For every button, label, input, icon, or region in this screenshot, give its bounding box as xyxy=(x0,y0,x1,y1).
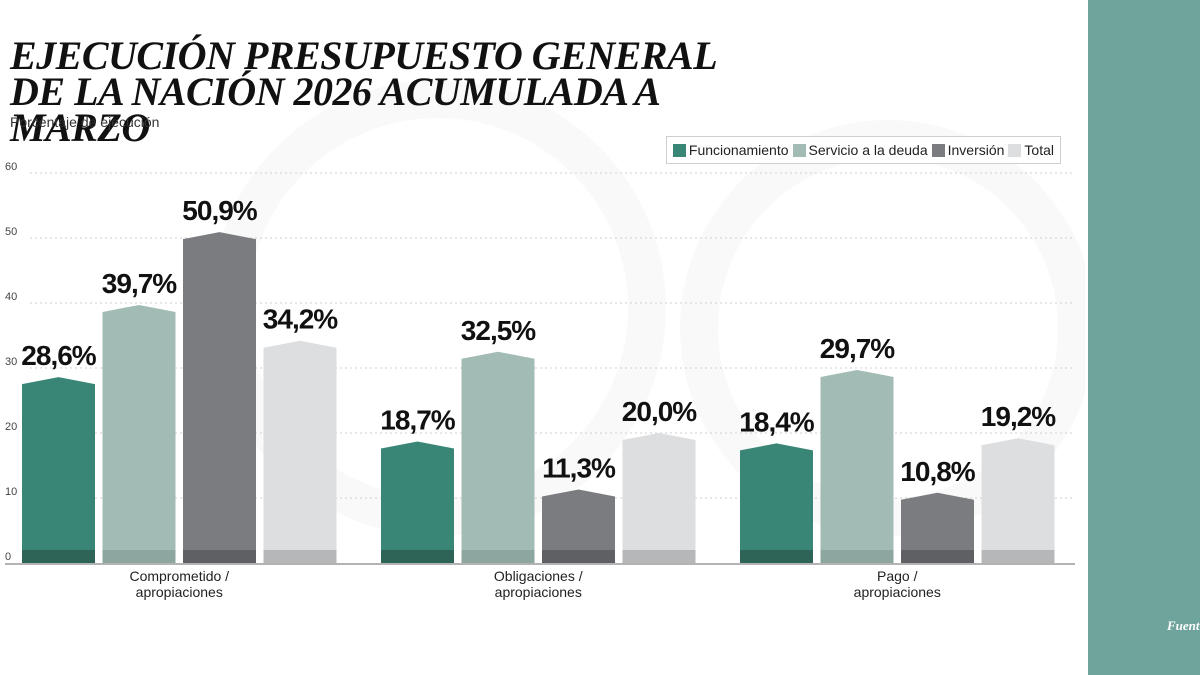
bar-base-strip xyxy=(622,550,696,563)
bar xyxy=(542,489,615,563)
bar xyxy=(820,369,894,563)
bar-base-strip xyxy=(820,550,894,563)
chart-title: EJECUCIÓN PRESUPUESTO GENERAL DE LA NACI… xyxy=(10,33,716,150)
bar xyxy=(981,438,1055,563)
data-label: 32,5% xyxy=(461,315,536,346)
bar xyxy=(740,443,813,563)
y-tick-label: 0 xyxy=(5,551,11,563)
y-tick-label: 30 xyxy=(5,356,17,368)
y-tick-label: 20 xyxy=(5,421,17,433)
category-label: apropiaciones xyxy=(854,584,941,600)
chart-legend: Funcionamiento Servicio a la deuda Inversi… xyxy=(665,136,1061,164)
bar-base-strip xyxy=(263,550,337,563)
bar xyxy=(622,433,696,563)
bar xyxy=(263,340,337,563)
bar-base-strip xyxy=(22,550,95,563)
source-label: Fuent xyxy=(1167,618,1200,633)
bar-base-strip xyxy=(461,550,535,563)
bar-base-strip xyxy=(740,550,813,563)
bar-base-strip xyxy=(901,550,974,563)
bar xyxy=(901,492,974,563)
legend-swatch xyxy=(672,143,686,157)
data-label: 20,0% xyxy=(622,396,697,427)
bar xyxy=(102,304,176,563)
bar xyxy=(381,441,454,563)
legend-label: Servicio a la deuda xyxy=(808,142,928,158)
data-label: 18,4% xyxy=(739,406,814,437)
bar xyxy=(183,232,256,563)
bar xyxy=(461,351,535,563)
bar-base-strip xyxy=(381,550,454,563)
legend-swatch xyxy=(1008,143,1022,157)
bar-base-strip xyxy=(102,550,176,563)
category-label: apropiaciones xyxy=(136,584,223,600)
data-label: 18,7% xyxy=(380,404,455,435)
category-label: Comprometido / xyxy=(129,568,229,584)
data-label: 29,7% xyxy=(820,333,895,364)
bar-base-strip xyxy=(981,550,1055,563)
data-label: 11,3% xyxy=(542,453,616,484)
category-label: apropiaciones xyxy=(495,584,582,600)
legend-label: Inversión xyxy=(947,142,1005,158)
legend-item: Servicio a la deuda xyxy=(792,142,928,158)
category-label: Obligaciones / xyxy=(494,568,583,584)
data-label: 28,6% xyxy=(21,340,96,371)
data-label: 10,8% xyxy=(900,456,975,487)
legend-item: Total xyxy=(1008,142,1054,158)
data-label: 50,9% xyxy=(182,195,257,226)
bar-base-strip xyxy=(183,550,256,563)
legend-swatch xyxy=(792,143,806,157)
legend-label: Total xyxy=(1024,142,1054,158)
chart-subtitle: Porcentaje de ejecución xyxy=(10,114,160,130)
category-label: Pago / xyxy=(877,568,918,584)
bar xyxy=(22,377,95,563)
y-tick-label: 10 xyxy=(5,486,17,498)
y-tick-label: 40 xyxy=(5,291,17,303)
data-label: 19,2% xyxy=(981,401,1056,432)
y-tick-label: 60 xyxy=(5,161,17,173)
y-tick-label: 50 xyxy=(5,226,17,238)
side-panel: Fuent xyxy=(1085,0,1200,675)
legend-swatch xyxy=(931,143,945,157)
data-label: 39,7% xyxy=(102,268,177,299)
data-label: 34,2% xyxy=(263,304,338,335)
legend-item: Inversión xyxy=(931,142,1005,158)
bar-base-strip xyxy=(542,550,615,563)
bar-chart: 0 10 20 30 40 50 60 28,6% 18,7% 18,4% 39,7% 32,5% 29… xyxy=(5,161,1075,600)
legend-item: Funcionamiento xyxy=(672,142,789,158)
side-panel-divider xyxy=(1085,0,1088,675)
legend-label: Funcionamiento xyxy=(688,142,789,158)
